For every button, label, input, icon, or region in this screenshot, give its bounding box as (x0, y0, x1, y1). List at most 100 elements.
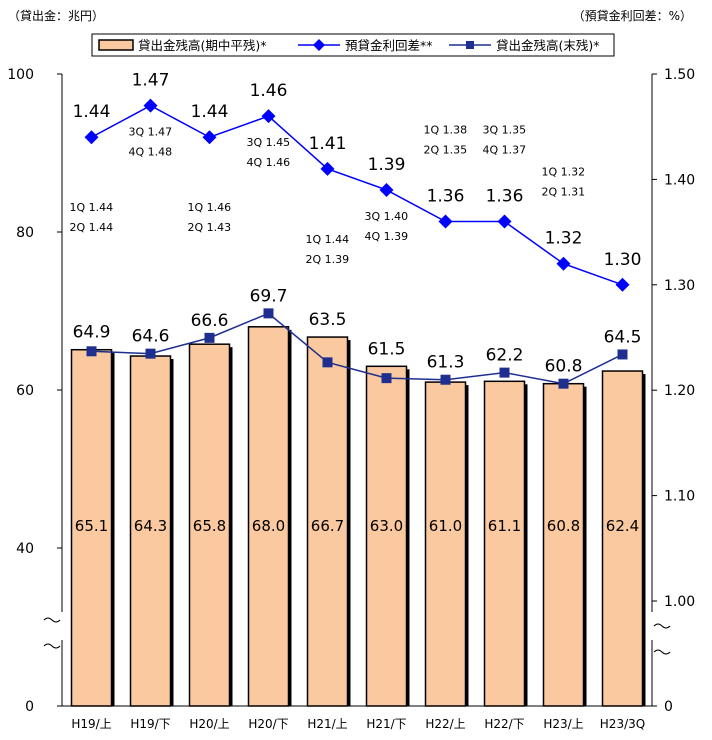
quarter-note: 3Q 1.40 (365, 210, 409, 223)
right-tick-label: 1.50 (664, 67, 695, 83)
left-tick-label: 0 (25, 699, 34, 715)
yield-spread-label: 1.44 (73, 102, 111, 122)
legend-end-marker (466, 41, 474, 49)
right-unit-label: （預貸金利回差：%） (573, 8, 692, 23)
yield-spread-label: 1.36 (427, 187, 465, 207)
end-balance-point (499, 367, 510, 378)
x-tick-label: H19/下 (130, 717, 170, 731)
legend-yield-marker (313, 39, 325, 51)
end-balance-point (86, 346, 97, 357)
bar-value-label: 68.0 (252, 517, 285, 535)
right-tick-label: 1.40 (664, 172, 695, 188)
yield-spread-point (320, 161, 335, 176)
end-balance-label: 62.2 (486, 346, 524, 366)
bar-value-label: 64.3 (134, 517, 167, 535)
left-unit-label: （貸出金：兆円） (8, 8, 104, 23)
right-tick-label: 1.30 (664, 278, 695, 294)
quarter-note: 2Q 1.39 (306, 253, 350, 266)
x-tick-label: H20/下 (248, 717, 288, 731)
yield-spread-label: 1.47 (132, 71, 170, 91)
axis-break-mark (43, 617, 61, 623)
end-balance-point (145, 348, 156, 359)
bar (483, 380, 526, 707)
quarter-note: 4Q 1.39 (365, 230, 409, 243)
bar-value-label: 62.4 (606, 517, 639, 535)
end-balance-label: 64.9 (73, 323, 111, 343)
axis-break-mark (653, 623, 671, 629)
end-balance-label: 69.7 (250, 286, 288, 306)
yield-spread-label: 1.32 (545, 229, 583, 249)
yield-spread-label: 1.39 (368, 155, 406, 175)
plot-area: 0 40 60 80 100 0 1.00 1.10 1.20 1.30 1.40 1.50 65.1 6… (7, 67, 695, 731)
end-balance-point (440, 374, 451, 385)
end-balance-label: 61.5 (368, 339, 406, 359)
x-tick-label: H23/3Q (600, 717, 645, 731)
quarter-note: 2Q 1.31 (542, 186, 586, 199)
bar-value-label: 65.1 (75, 517, 108, 535)
end-balance-point (263, 308, 274, 319)
yield-spread-point (84, 130, 99, 145)
yield-spread-point (379, 182, 394, 197)
legend-frame (91, 33, 615, 57)
yield-spread-point (615, 277, 630, 292)
bar-value-label: 66.7 (311, 517, 344, 535)
right-tick-label: 1.00 (664, 594, 695, 610)
quarter-note: 3Q 1.47 (129, 126, 173, 139)
quarter-note: 4Q 1.46 (247, 156, 291, 169)
bar (306, 336, 349, 707)
end-balance-label: 63.5 (309, 310, 347, 330)
end-balance-point (204, 332, 215, 343)
x-tick-label: H22/上 (425, 717, 465, 731)
right-tick-label: 0 (664, 699, 673, 715)
yield-spread-point (261, 109, 276, 124)
x-tick-label: H19/上 (71, 717, 111, 731)
quarter-note: 1Q 1.32 (542, 166, 586, 179)
yield-spread-label: 1.44 (191, 102, 229, 122)
end-balance-line (91, 312, 623, 385)
yield-spread-point (497, 214, 512, 229)
yield-spread-point (143, 98, 158, 113)
legend-bar-swatch (98, 39, 134, 51)
quarter-note: 3Q 1.35 (483, 124, 527, 137)
bar-value-label: 63.0 (370, 517, 403, 535)
bar-value-label: 60.8 (547, 517, 580, 535)
yield-spread-point (202, 130, 217, 145)
quarter-note: 4Q 1.37 (483, 144, 527, 157)
legend: 貸出金残高(期中平残)* 預貸金利回差** 貸出金残高(末残)* (91, 33, 615, 57)
end-balance-label: 60.8 (545, 357, 583, 377)
quarter-note: 2Q 1.43 (188, 221, 232, 234)
right-tick-label: 1.10 (664, 489, 695, 505)
legend-bar-label: 貸出金残高(期中平残)* (138, 38, 267, 53)
yield-spread-label: 1.41 (309, 134, 347, 154)
left-tick-label: 80 (16, 225, 34, 241)
yield-spread-label: 1.36 (486, 187, 524, 207)
quarter-note: 1Q 1.44 (70, 201, 114, 214)
bar (601, 370, 644, 707)
bar-value-label: 61.0 (429, 517, 462, 535)
end-balance-label: 64.6 (132, 327, 170, 347)
end-balance-label: 66.6 (191, 311, 229, 331)
end-balance-point (558, 378, 569, 389)
x-tick-label: H21/上 (307, 717, 347, 731)
yield-spread-line (91, 104, 623, 286)
legend-yield-label: 預貸金利回差** (345, 38, 433, 53)
quarter-note: 2Q 1.35 (424, 144, 468, 157)
end-balance-label: 61.3 (427, 353, 465, 373)
quarter-note: 1Q 1.38 (424, 124, 468, 137)
end-balance-point (322, 357, 333, 368)
left-tick-label: 40 (16, 541, 34, 557)
left-tick-label: 60 (16, 383, 34, 399)
yield-spread-label: 1.30 (604, 250, 642, 270)
yield-spread-point (556, 256, 571, 271)
bar-value-label: 65.8 (193, 517, 226, 535)
end-balance-label: 64.5 (604, 327, 642, 347)
end-balance-point (617, 349, 628, 360)
quarter-note: 2Q 1.44 (70, 221, 114, 234)
axis-break-mark (653, 649, 671, 655)
x-tick-label: H23/上 (543, 717, 583, 731)
yield-spread-label: 1.46 (250, 81, 288, 101)
legend-end-label: 貸出金残高(末残)* (496, 38, 600, 53)
bar (247, 326, 290, 707)
x-tick-label: H20/上 (189, 717, 229, 731)
